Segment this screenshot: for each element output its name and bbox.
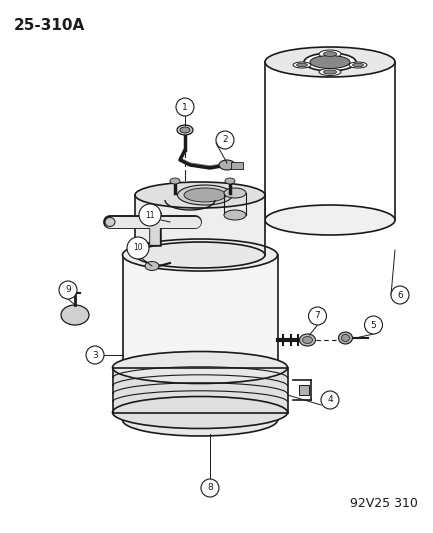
Ellipse shape bbox=[145, 262, 159, 271]
Ellipse shape bbox=[135, 242, 265, 268]
Ellipse shape bbox=[178, 185, 233, 205]
Ellipse shape bbox=[135, 182, 265, 208]
Text: 92V25 310: 92V25 310 bbox=[350, 497, 418, 510]
Ellipse shape bbox=[293, 62, 311, 68]
Ellipse shape bbox=[323, 70, 336, 74]
Ellipse shape bbox=[219, 160, 235, 170]
Text: 8: 8 bbox=[207, 483, 213, 492]
Ellipse shape bbox=[339, 332, 352, 344]
Ellipse shape bbox=[319, 50, 341, 58]
Ellipse shape bbox=[225, 178, 235, 184]
Ellipse shape bbox=[177, 125, 193, 135]
Text: 6: 6 bbox=[397, 290, 403, 300]
Ellipse shape bbox=[319, 69, 341, 76]
Ellipse shape bbox=[113, 351, 288, 384]
Ellipse shape bbox=[224, 210, 246, 220]
Text: 5: 5 bbox=[371, 320, 376, 329]
Ellipse shape bbox=[170, 178, 180, 184]
Text: 1: 1 bbox=[182, 102, 188, 111]
Text: 9: 9 bbox=[65, 286, 71, 295]
Ellipse shape bbox=[297, 63, 307, 67]
Ellipse shape bbox=[323, 52, 336, 56]
Bar bbox=[231, 162, 243, 169]
Ellipse shape bbox=[113, 397, 288, 429]
Text: 11: 11 bbox=[145, 211, 155, 220]
Text: 7: 7 bbox=[315, 311, 320, 320]
Ellipse shape bbox=[61, 305, 89, 325]
Circle shape bbox=[365, 316, 382, 334]
Circle shape bbox=[216, 131, 234, 149]
Ellipse shape bbox=[265, 205, 395, 235]
Text: 3: 3 bbox=[92, 351, 98, 359]
Circle shape bbox=[176, 98, 194, 116]
Ellipse shape bbox=[180, 127, 190, 133]
Ellipse shape bbox=[184, 188, 226, 202]
Ellipse shape bbox=[265, 47, 395, 77]
Ellipse shape bbox=[105, 217, 115, 227]
Ellipse shape bbox=[342, 335, 349, 342]
Ellipse shape bbox=[303, 336, 313, 343]
Ellipse shape bbox=[310, 55, 350, 69]
Text: 25-310A: 25-310A bbox=[14, 18, 85, 33]
Ellipse shape bbox=[123, 404, 278, 436]
Circle shape bbox=[127, 237, 149, 259]
Text: 4: 4 bbox=[327, 395, 333, 405]
Ellipse shape bbox=[349, 62, 367, 68]
Circle shape bbox=[139, 204, 161, 226]
Ellipse shape bbox=[304, 53, 356, 71]
Circle shape bbox=[59, 281, 77, 299]
Circle shape bbox=[201, 479, 219, 497]
Ellipse shape bbox=[300, 334, 316, 346]
Text: 10: 10 bbox=[133, 244, 143, 253]
Text: 2: 2 bbox=[222, 135, 228, 144]
Polygon shape bbox=[135, 195, 265, 255]
Circle shape bbox=[86, 346, 104, 364]
Circle shape bbox=[391, 286, 409, 304]
Circle shape bbox=[321, 391, 339, 409]
Ellipse shape bbox=[352, 63, 363, 67]
Ellipse shape bbox=[224, 188, 246, 198]
Ellipse shape bbox=[123, 239, 278, 271]
Circle shape bbox=[308, 307, 326, 325]
Polygon shape bbox=[113, 367, 288, 413]
Bar bbox=[298, 385, 308, 395]
Polygon shape bbox=[123, 255, 278, 420]
